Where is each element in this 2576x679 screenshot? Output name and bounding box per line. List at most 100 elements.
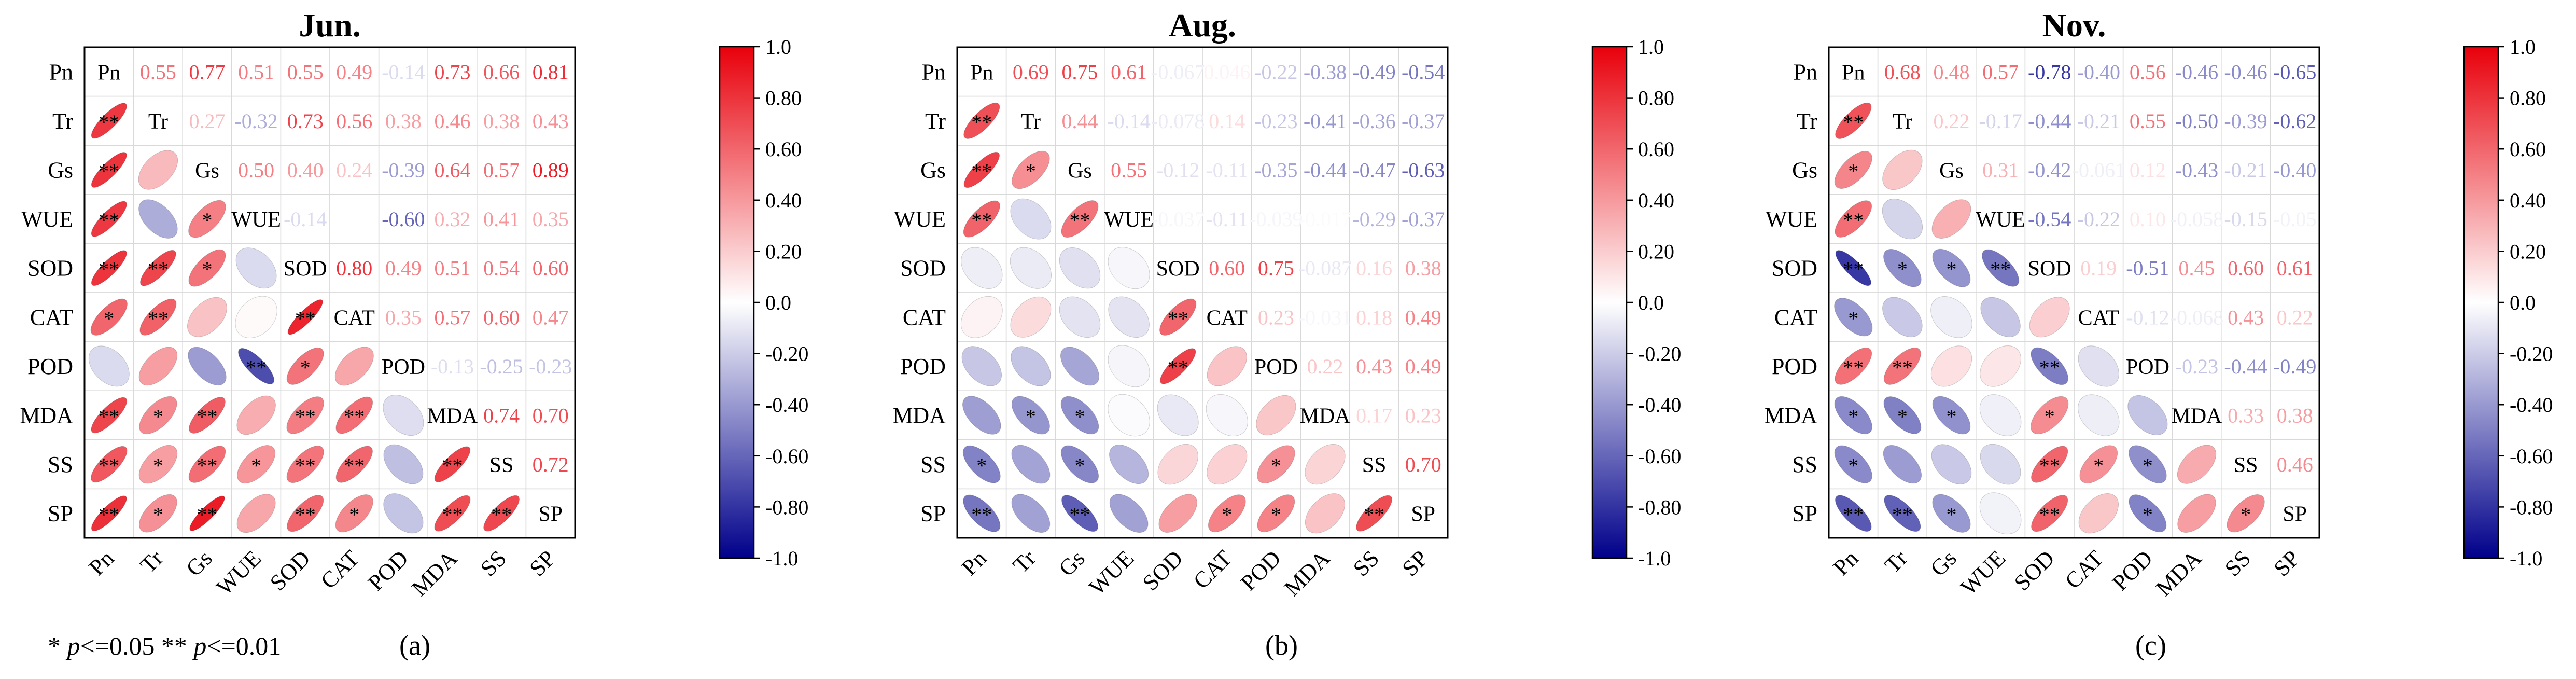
coefficient-label: -0.15 <box>2224 207 2267 231</box>
coefficient-label: 0.46 <box>435 109 471 133</box>
significance-marker: * <box>1026 405 1036 428</box>
significance-marker: ** <box>1843 503 1864 526</box>
correlation-ellipse <box>2129 445 2167 483</box>
significance-marker: ** <box>99 503 119 526</box>
significance-marker: ** <box>99 405 119 428</box>
row-axis-label: SOD <box>1772 256 1817 281</box>
coefficient-label: -0.23 <box>1254 109 1297 133</box>
coefficient-label: -0.40 <box>2077 60 2120 84</box>
coefficient-label: 0.16 <box>1356 257 1392 280</box>
coefficient-label: 0.22 <box>2277 306 2313 329</box>
row-axis-label: MDA <box>892 403 946 428</box>
correlation-ellipse <box>187 297 228 337</box>
coefficient-label: -0.058 <box>2170 207 2223 231</box>
row-axis-label: WUE <box>21 206 73 232</box>
significance-marker: * <box>1222 503 1232 526</box>
correlation-ellipse <box>1059 296 1101 338</box>
correlation-ellipse <box>1061 495 1098 532</box>
column-axis-label: WUE <box>1084 545 1139 600</box>
column-axis-label: MDA <box>407 545 462 601</box>
significance-marker: ** <box>1168 356 1188 379</box>
colorbar-tick-label: 0.20 <box>2510 240 2546 263</box>
coefficient-label: 0.38 <box>2277 404 2313 427</box>
column-axis-label: Gs <box>1925 545 1961 581</box>
column-axis-label: SS <box>475 545 511 581</box>
colorbar-tick-label: -0.80 <box>1638 495 1681 519</box>
significance-marker: * <box>1848 160 1858 183</box>
correlation-ellipse <box>1060 396 1099 435</box>
colorbar <box>1591 46 1628 559</box>
coefficient-label: -0.38 <box>1304 60 1347 84</box>
row-axis-label: Tr <box>1797 108 1817 134</box>
correlation-ellipse <box>188 446 226 483</box>
coefficient-label: 0.43 <box>2228 306 2264 329</box>
correlation-ellipse <box>138 347 178 386</box>
coefficient-label: -0.21 <box>2077 109 2120 133</box>
correlation-ellipse <box>189 495 225 531</box>
row-axis-label: MDA <box>20 403 73 428</box>
significance-marker: * <box>1848 454 1858 477</box>
row-axis-label: SS <box>920 452 946 477</box>
coefficient-label: 0.17 <box>1356 404 1392 427</box>
correlation-ellipse <box>1979 492 2022 535</box>
correlation-ellipse <box>963 151 1000 188</box>
correlation-ellipse <box>1835 102 1872 139</box>
significance-marker: ** <box>99 160 119 183</box>
colorbar-tick-label: -1.0 <box>765 547 798 570</box>
column-axis-label: SS <box>1348 545 1384 581</box>
correlation-ellipse <box>2078 345 2120 387</box>
colorbar-tick-label: -0.20 <box>765 342 808 366</box>
correlation-ellipse <box>1931 199 1971 239</box>
correlation-ellipse <box>963 494 1001 532</box>
diagonal-label: MDA <box>2171 405 2222 428</box>
correlation-ellipse <box>91 495 127 532</box>
coefficient-label: 0.55 <box>287 60 324 84</box>
coefficient-label: 0.41 <box>483 207 520 231</box>
coefficient-label: -0.42 <box>2028 159 2071 182</box>
correlation-ellipse <box>287 495 324 532</box>
correlation-ellipse <box>1982 249 2020 287</box>
correlation-ellipse <box>286 396 324 434</box>
significance-marker: * <box>1075 454 1085 477</box>
panel-title: Nov. <box>2042 7 2106 44</box>
diagonal-label: MDA <box>1299 405 1351 428</box>
coefficient-label: -0.65 <box>2273 60 2316 84</box>
coefficient-label: 0.35 <box>533 207 569 231</box>
row-axis-label: CAT <box>1774 304 1817 330</box>
correlation-ellipse <box>1257 445 1295 483</box>
coefficient-label: -0.46 <box>2175 60 2218 84</box>
coefficient-label: -0.11 <box>1206 207 1248 231</box>
correlation-ellipse <box>2177 445 2217 484</box>
significance-marker: * <box>2045 405 2055 428</box>
correlation-ellipse <box>335 396 373 434</box>
coefficient-label: 0.64 <box>435 159 471 182</box>
significance-marker: ** <box>197 454 218 477</box>
coefficient-label: 0.51 <box>238 60 274 84</box>
correlation-ellipse <box>91 103 127 139</box>
significance-marker: * <box>1947 503 1957 526</box>
correlation-ellipse <box>1108 345 1150 387</box>
correlation-ellipse <box>1061 200 1099 238</box>
correlation-ellipse <box>1012 150 1050 189</box>
coefficient-label: 0.61 <box>1111 60 1147 84</box>
coefficient-label: -0.46 <box>2224 60 2267 84</box>
correlation-ellipse <box>138 445 178 484</box>
correlation-ellipse <box>2031 446 2068 483</box>
significance-marker: * <box>153 454 163 477</box>
coefficient-label: -0.39 <box>2224 109 2267 133</box>
row-axis-label: POD <box>900 354 946 379</box>
significance-marker: * <box>2143 503 2153 526</box>
significance-marker: * <box>300 356 311 379</box>
coefficient-label: 0.75 <box>1258 257 1294 280</box>
correlation-ellipse <box>286 446 324 483</box>
significance-marker: ** <box>1168 307 1188 330</box>
significance-marker: ** <box>99 258 119 281</box>
column-axis-label: WUE <box>212 545 266 600</box>
colorbar-tick-label: -0.60 <box>765 445 808 468</box>
correlation-ellipse <box>961 247 1003 289</box>
coefficient-label: -0.62 <box>2273 109 2316 133</box>
significance-marker: ** <box>1364 503 1384 526</box>
colorbar-tick-label: -0.40 <box>1638 393 1681 417</box>
colorbar-tick-label: 0.40 <box>765 189 802 212</box>
